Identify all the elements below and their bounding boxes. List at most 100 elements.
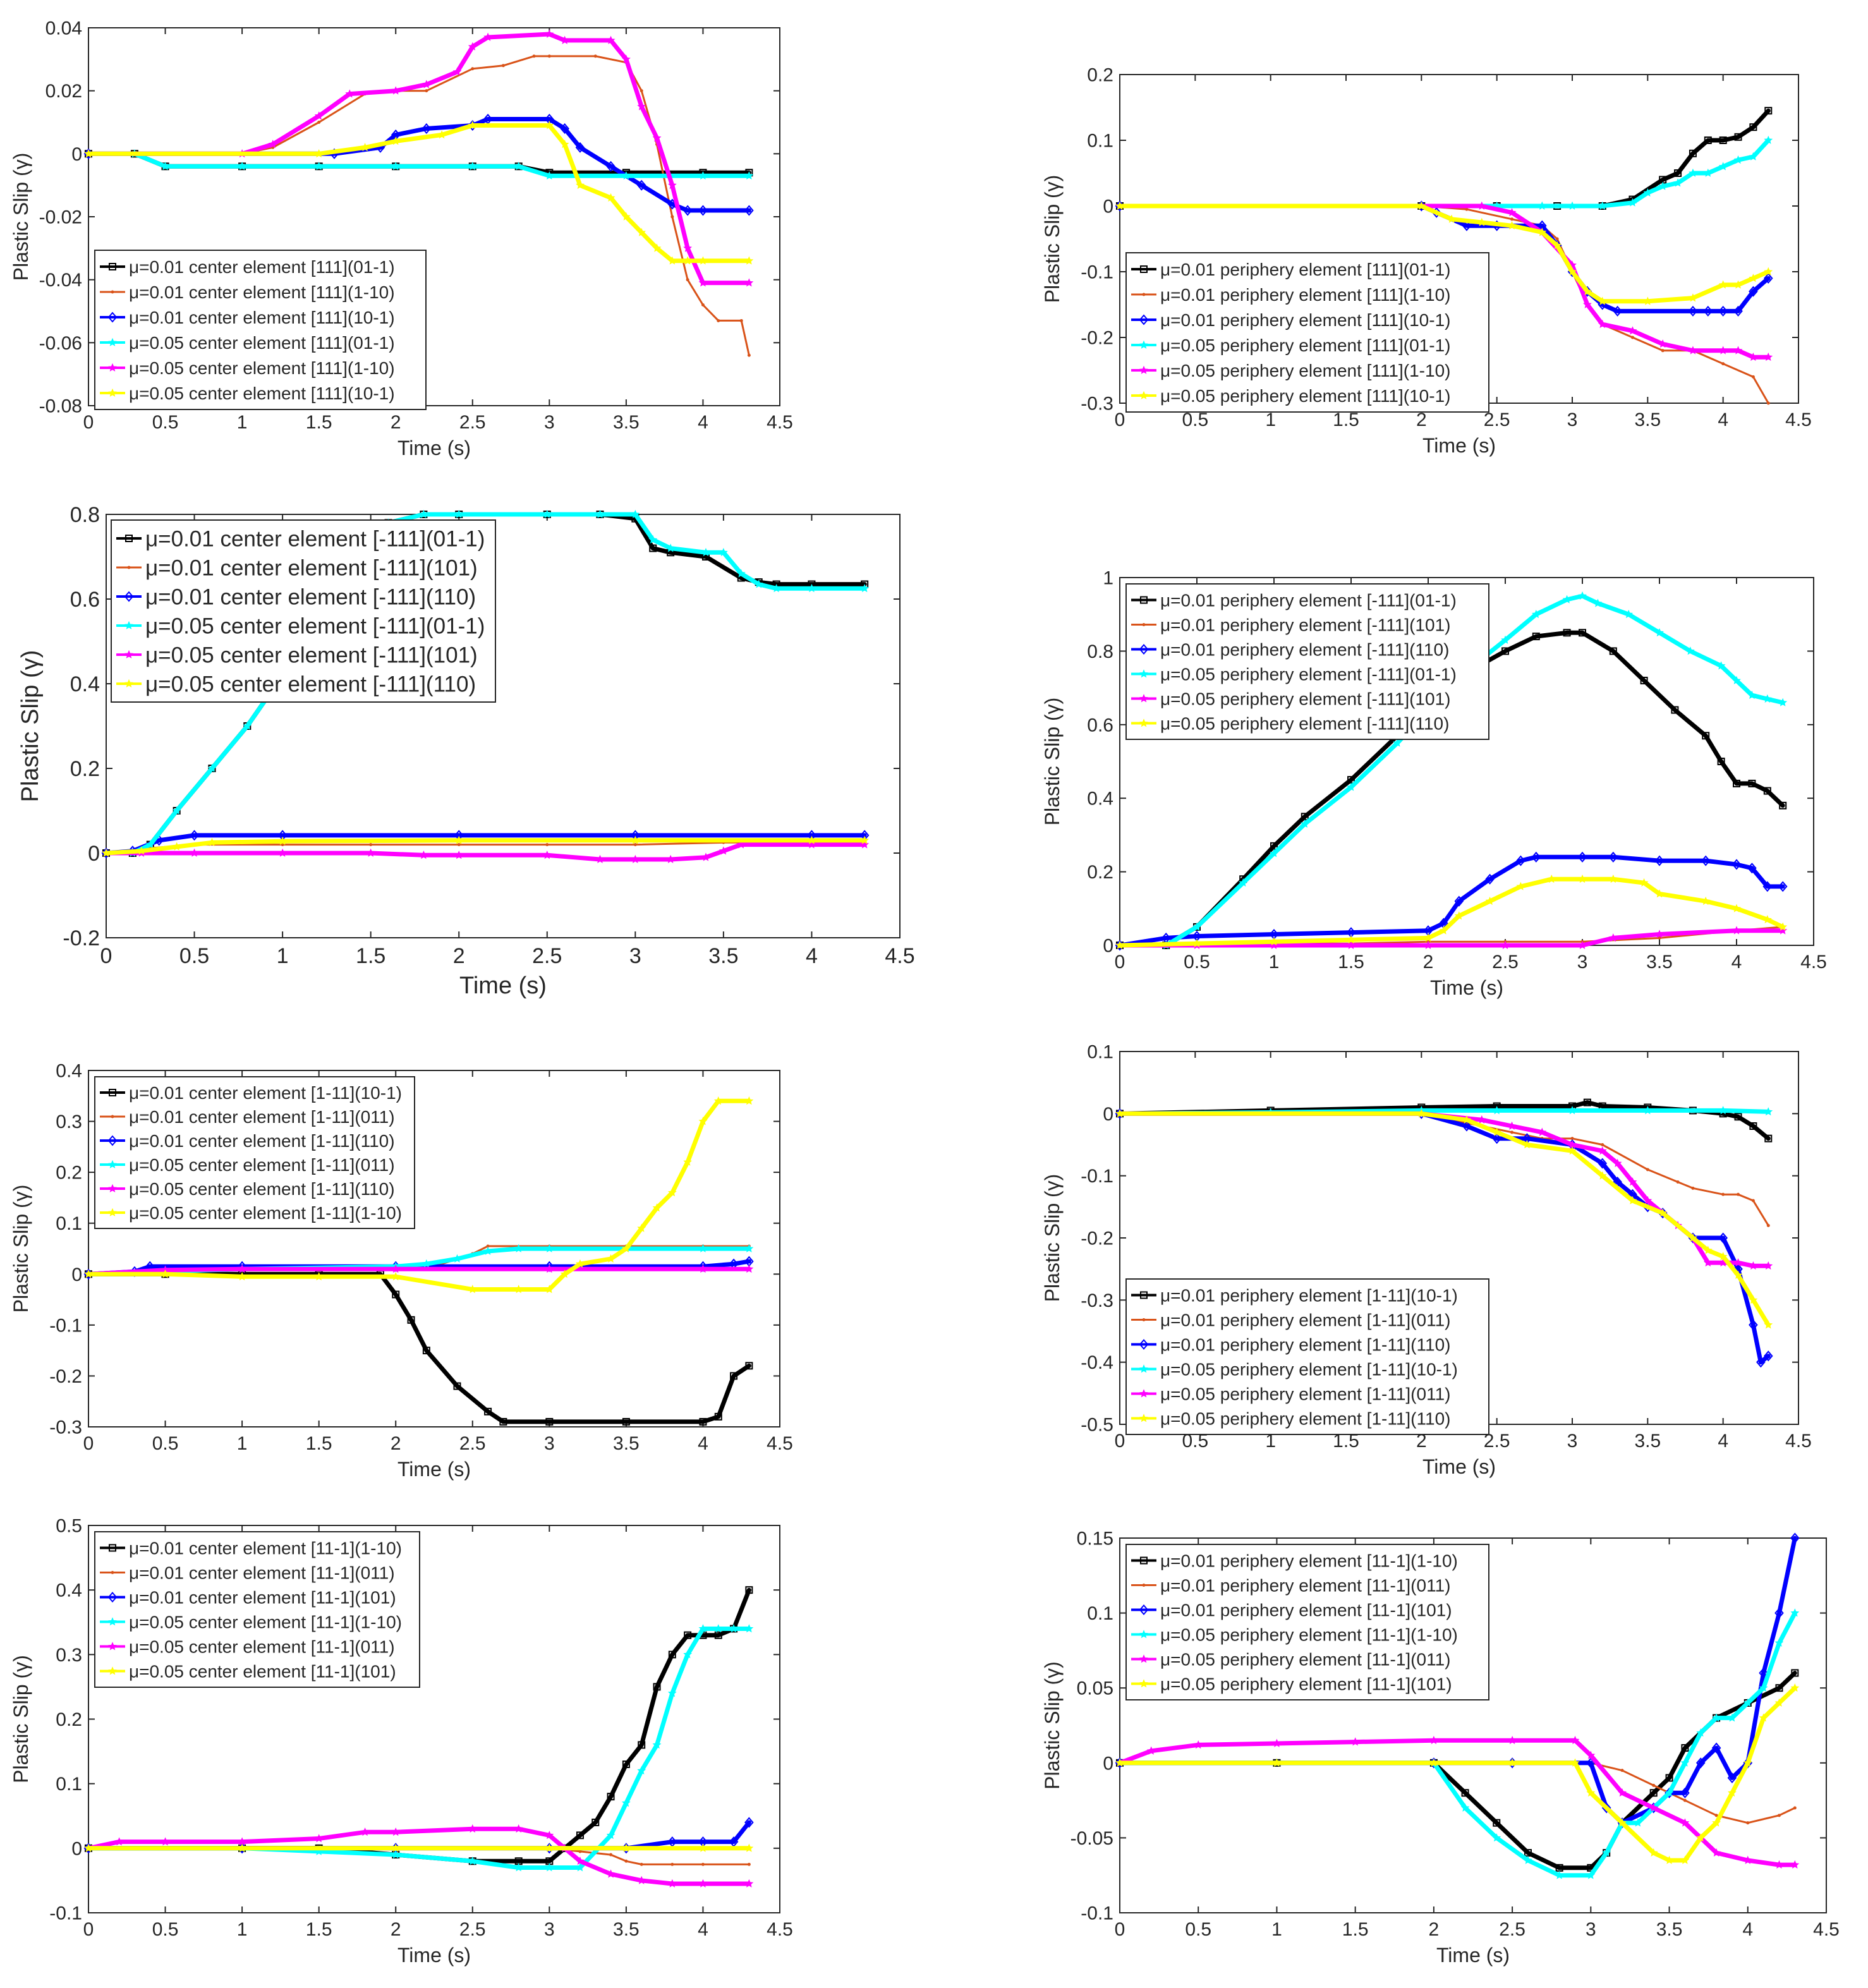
data-point — [1643, 1106, 1653, 1115]
x-tick-label: 2.5 — [459, 412, 486, 433]
data-point — [391, 136, 401, 145]
legend-marker — [1139, 365, 1148, 374]
data-point — [576, 1831, 584, 1840]
y-tick-label: -0.3 — [49, 1417, 82, 1438]
data-point — [606, 1254, 616, 1263]
data-point — [1568, 267, 1577, 276]
data-point — [1424, 940, 1433, 949]
x-axis-label: Time (s) — [1422, 1455, 1496, 1478]
series-line — [104, 842, 867, 862]
data-point — [454, 835, 464, 844]
data-point — [514, 1244, 523, 1252]
data-point — [744, 1817, 754, 1828]
y-tick-label: 0.05 — [1077, 1678, 1113, 1699]
series-line — [1117, 203, 1771, 304]
data-point — [1563, 629, 1571, 637]
data-point — [1649, 1848, 1658, 1857]
data-point — [1778, 922, 1788, 931]
x-axis-label: Time (s) — [1422, 434, 1496, 457]
legend-marker — [1139, 340, 1148, 349]
data-point — [560, 140, 569, 148]
data-point — [609, 1853, 613, 1857]
data-point — [1790, 1683, 1800, 1692]
data-point — [207, 763, 217, 772]
x-tick-label: 0.5 — [179, 944, 209, 968]
y-axis-label: Plastic Slip (γ) — [9, 1655, 32, 1783]
legend-marker — [1142, 623, 1146, 626]
y-tick-label: -0.05 — [1070, 1828, 1113, 1849]
y-tick-label: 0 — [1103, 197, 1113, 217]
data-point — [1492, 1833, 1501, 1842]
data-point — [1674, 169, 1682, 177]
data-point — [145, 840, 155, 849]
legend-marker — [124, 621, 133, 629]
y-tick-label: 0.1 — [1087, 1042, 1113, 1063]
x-tick-label: 4.5 — [885, 944, 914, 968]
series-6 — [1115, 1683, 1800, 1864]
data-point — [621, 1244, 631, 1252]
data-point — [1688, 305, 1698, 317]
data-point — [483, 32, 493, 41]
x-tick-label: 2.5 — [532, 944, 562, 968]
data-point — [1718, 346, 1728, 355]
data-point — [1417, 201, 1426, 210]
data-point — [1501, 940, 1510, 949]
x-tick-label: 1 — [1265, 409, 1276, 430]
data-point — [483, 1246, 493, 1255]
x-tick-label: 1 — [237, 1433, 248, 1454]
x-tick-label: 0.5 — [152, 1433, 179, 1454]
x-tick-label: 4.5 — [1800, 952, 1827, 973]
data-point — [1701, 855, 1711, 866]
data-point — [1465, 207, 1469, 211]
legend-marker — [1139, 1338, 1149, 1350]
data-point — [1732, 676, 1741, 684]
data-point — [1485, 896, 1495, 906]
x-tick-label: 2 — [391, 412, 401, 433]
y-tick-label: 0 — [71, 144, 82, 165]
data-point — [1696, 1833, 1706, 1842]
data-point — [1598, 319, 1607, 329]
data-point — [1737, 1192, 1740, 1196]
data-point — [560, 35, 569, 44]
legend-entry: μ=0.01 center element [111](10-1) — [129, 308, 395, 327]
data-point — [1716, 661, 1726, 670]
data-point — [698, 171, 708, 180]
data-point — [648, 535, 658, 544]
legend-entry: μ=0.01 periphery element [-111](110) — [1160, 640, 1449, 660]
data-point — [1640, 676, 1648, 684]
data-point — [638, 1741, 646, 1749]
legend-entry: μ=0.01 center element [1-11](110) — [129, 1131, 395, 1151]
x-tick-label: 3 — [544, 1919, 555, 1940]
legend-entry: μ=0.01 center element [11-1](011) — [129, 1563, 395, 1583]
y-tick-label: -0.2 — [1081, 1228, 1113, 1249]
data-point — [1532, 633, 1540, 641]
data-point — [468, 42, 477, 51]
data-point — [698, 1117, 708, 1125]
data-point — [471, 67, 475, 71]
data-point — [545, 1843, 554, 1852]
data-point — [1649, 1803, 1658, 1812]
data-point — [698, 1624, 708, 1633]
data-point — [268, 140, 277, 148]
x-tick-label: 1 — [1269, 952, 1280, 973]
data-point — [1751, 1199, 1755, 1203]
data-point — [1628, 198, 1637, 207]
data-point — [1718, 1252, 1728, 1261]
data-point — [207, 837, 217, 847]
x-tick-label: 1 — [1271, 1919, 1282, 1940]
data-point — [1793, 1806, 1797, 1810]
data-point — [744, 256, 754, 265]
legend-marker — [1139, 669, 1148, 678]
x-tick-label: 3.5 — [1656, 1919, 1683, 1940]
y-tick-label: -0.2 — [49, 1366, 82, 1387]
data-point — [453, 1382, 461, 1390]
y-tick-label: 0.2 — [70, 757, 100, 781]
data-point — [1721, 362, 1725, 366]
y-axis-label: Plastic Slip (γ) — [1041, 175, 1064, 303]
data-point — [1704, 136, 1712, 144]
y-tick-label: -0.1 — [1081, 1903, 1113, 1924]
legend-entry: μ=0.05 periphery element [11-1](1-10) — [1160, 1625, 1458, 1645]
y-tick-label: 0 — [88, 842, 100, 866]
data-point — [606, 35, 616, 44]
legend-marker — [108, 1666, 117, 1675]
